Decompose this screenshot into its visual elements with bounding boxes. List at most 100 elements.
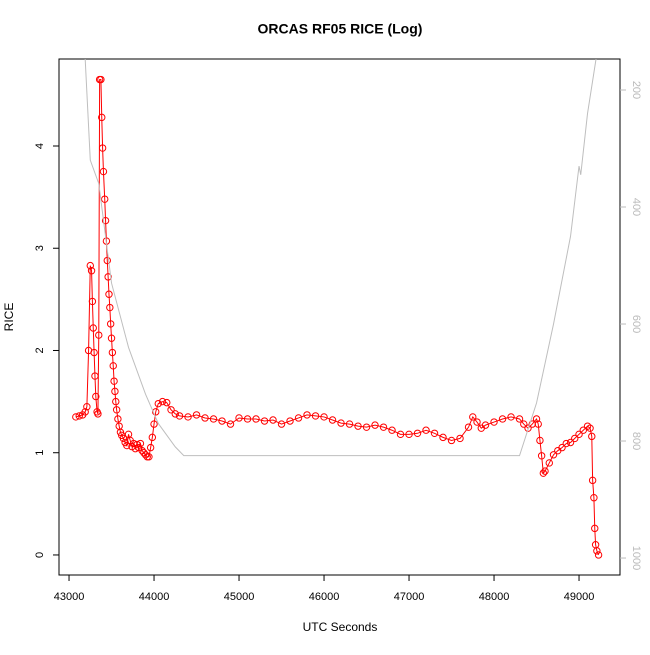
data-point [175, 412, 184, 420]
y2-tick-label: 400 [630, 198, 642, 216]
data-point [83, 403, 91, 411]
y-axis-label: RICE [2, 303, 16, 332]
data-point [588, 432, 596, 441]
data-point [109, 362, 117, 370]
data-point [464, 423, 473, 431]
data-point [575, 430, 583, 439]
y-tick-label: 4 [34, 143, 46, 149]
y-tick-label: 0 [34, 552, 46, 558]
data-point [294, 414, 303, 422]
data-point [260, 417, 269, 425]
x-tick-label: 46000 [309, 591, 340, 603]
data-point [379, 423, 388, 431]
data-point [447, 436, 456, 445]
data-point [150, 420, 158, 428]
data-point [218, 417, 226, 425]
data-point [286, 417, 294, 425]
data-point [145, 453, 153, 461]
data-point [243, 415, 252, 423]
series-line [75, 79, 600, 556]
data-point [594, 551, 603, 559]
data-point [105, 290, 113, 298]
data-point [95, 331, 103, 339]
data-point [362, 423, 371, 431]
data-point [545, 459, 553, 467]
data-point [590, 494, 598, 502]
data-point [106, 320, 115, 328]
data-point [108, 348, 117, 357]
data-point [123, 441, 131, 450]
data-point [558, 443, 566, 452]
data-point [252, 415, 260, 423]
data-point [396, 430, 405, 439]
data-point [422, 426, 430, 434]
data-point [92, 392, 100, 401]
plot-box [58, 58, 621, 576]
data-point [473, 418, 481, 426]
data-point [593, 547, 601, 555]
data-point [106, 303, 114, 312]
data-point [158, 397, 167, 406]
y2-tick-label: 600 [630, 315, 642, 333]
x-tick-label: 49000 [564, 591, 595, 603]
data-point [226, 420, 235, 428]
data-point [235, 414, 243, 422]
data-point [154, 399, 162, 408]
data-point [541, 467, 549, 475]
data-point [388, 426, 396, 434]
data-point [91, 372, 99, 380]
data-point [104, 273, 112, 281]
x-tick-label: 45000 [224, 591, 255, 603]
data-point [72, 413, 80, 421]
data-point [171, 410, 179, 418]
x-tick-label: 44000 [139, 591, 170, 603]
data-point [328, 416, 337, 424]
data-point [131, 444, 140, 453]
data-point [163, 398, 171, 407]
data-point [107, 334, 116, 342]
data-point [439, 433, 447, 442]
data-point [88, 297, 97, 306]
data-point [101, 216, 110, 225]
y2-tick-label: 800 [630, 432, 642, 450]
data-point [81, 408, 89, 416]
data-point [146, 443, 155, 452]
data-point [192, 411, 201, 419]
data-point [532, 415, 541, 423]
data-point [75, 412, 83, 420]
x-tick-label: 47000 [394, 591, 425, 603]
data-point [311, 412, 320, 420]
data-point [94, 410, 102, 418]
data-point [184, 413, 192, 421]
data-point [515, 415, 524, 423]
data-point [469, 413, 477, 421]
series-line [84, 59, 597, 457]
data-point [90, 348, 98, 357]
data-point [320, 413, 328, 421]
y-tick-label: 1 [34, 450, 46, 456]
data-point [571, 434, 579, 443]
data-point [498, 415, 507, 423]
data-point [111, 387, 119, 396]
data-point [98, 144, 107, 152]
data-point [588, 476, 597, 485]
data-point [112, 406, 121, 414]
data-point [87, 267, 96, 275]
data-point [537, 452, 546, 460]
data-point [591, 524, 599, 533]
data-point [534, 420, 542, 428]
data-point [98, 113, 106, 122]
data-point [520, 420, 528, 428]
data-point [201, 414, 209, 422]
data-point [579, 426, 587, 434]
data-point [119, 434, 128, 443]
data-point [562, 439, 570, 448]
data-point [405, 430, 413, 439]
data-point [136, 439, 145, 448]
data-point [269, 416, 277, 424]
data-point [345, 420, 354, 428]
data-point [536, 436, 544, 445]
plot-area [72, 59, 603, 559]
data-point [337, 419, 345, 427]
data-point [97, 75, 105, 84]
